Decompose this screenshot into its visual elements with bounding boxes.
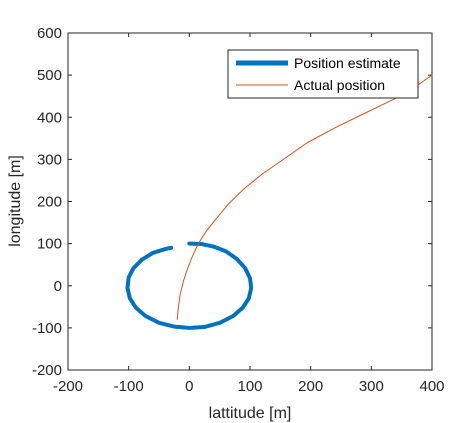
- x-tick-label: 0: [185, 378, 193, 395]
- legend-label-actual-position: Actual position: [294, 77, 385, 93]
- x-tick-label: 400: [419, 378, 444, 395]
- x-tick-label: 200: [298, 378, 323, 395]
- series-line-position-estimate: [125, 241, 254, 330]
- legend-label-position-estimate: Position estimate: [294, 55, 401, 71]
- y-axis: -200 -100 0 100 200 300 400 500 600: [32, 25, 432, 379]
- x-tick-label: 100: [237, 378, 262, 395]
- y-tick-label: 500: [37, 67, 62, 84]
- y-tick-label: 400: [37, 109, 62, 126]
- y-tick-label: 0: [54, 278, 62, 295]
- y-tick-label: 100: [37, 236, 62, 253]
- y-tick-label: 600: [37, 25, 62, 42]
- series-layer: [125, 74, 433, 330]
- x-axis: -200 -100 0 100 200 300 400: [53, 33, 445, 395]
- series-line-actual-position: [176, 74, 433, 320]
- legend-box: [227, 49, 419, 99]
- y-axis-label: longitude [m]: [7, 155, 24, 247]
- y-tick-label: 300: [37, 151, 62, 168]
- x-axis-label: lattitude [m]: [209, 405, 292, 422]
- y-tick-label: 200: [37, 194, 62, 211]
- x-tick-label: 300: [359, 378, 384, 395]
- y-tick-label: -100: [32, 320, 62, 337]
- x-tick-label: -100: [114, 378, 144, 395]
- x-tick-label: -200: [53, 378, 83, 395]
- legend: Position estimate Actual position: [227, 49, 419, 99]
- y-tick-label: -200: [32, 362, 62, 379]
